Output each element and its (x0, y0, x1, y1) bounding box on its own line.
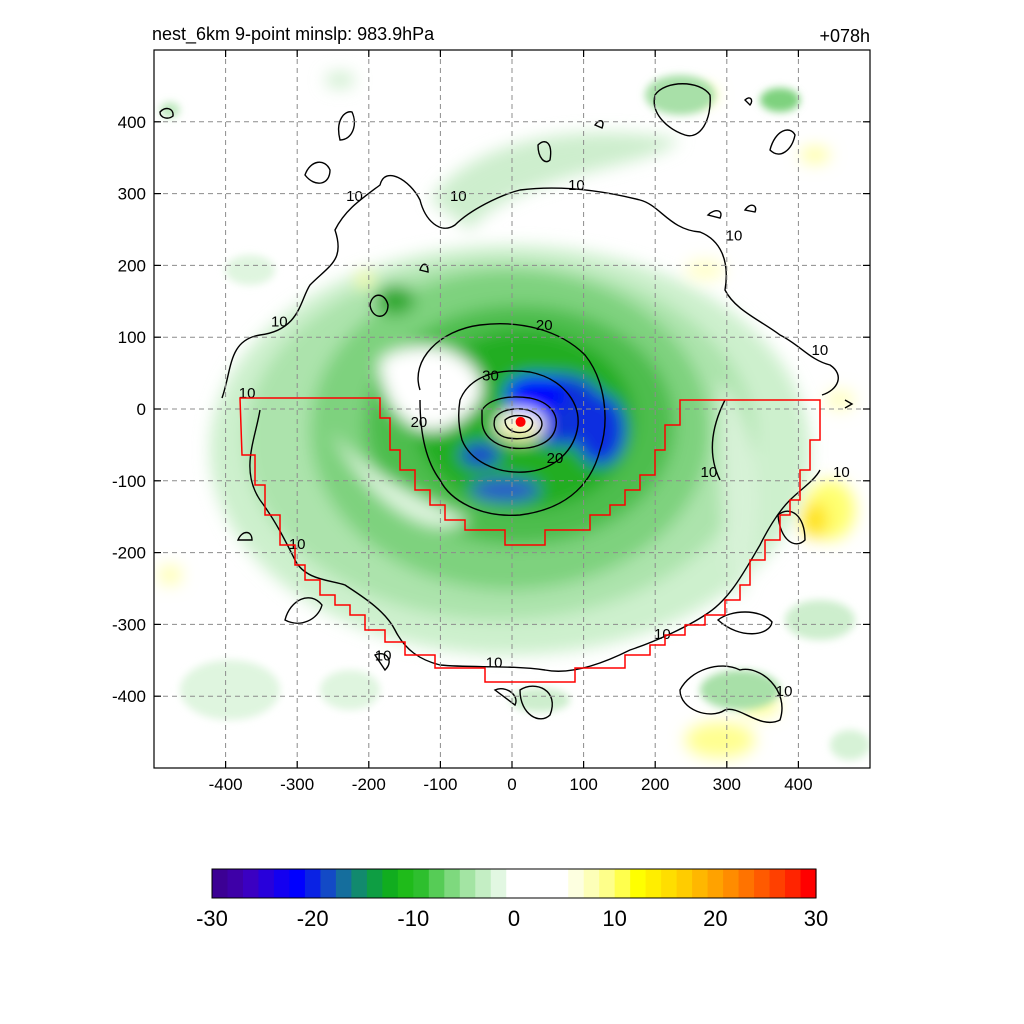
colorbar-swatch (366, 869, 383, 898)
colorbar-swatch (552, 869, 569, 898)
contour-label: 10 (776, 683, 793, 700)
contour-label: 20 (536, 317, 553, 334)
colorbar-swatch (754, 869, 771, 898)
colorbar-swatch (630, 869, 647, 898)
colorbar-swatch (242, 869, 260, 898)
colorbar-swatch (428, 869, 445, 898)
colorbar-tick-label: 0 (508, 906, 520, 931)
colorbar-swatch (785, 869, 802, 898)
colorbar-swatch (661, 869, 678, 898)
colorbar-swatch (537, 869, 554, 898)
colorbar-tick-label: 30 (804, 906, 828, 931)
x-tick-label: 0 (507, 775, 516, 794)
colorbar-swatch (676, 869, 693, 898)
x-tick-label: -100 (423, 775, 457, 794)
contour-label: 20 (411, 414, 428, 431)
contour-label: 30 (482, 367, 499, 384)
y-tick-label: 100 (118, 328, 146, 347)
colorbar-tick-label: 20 (703, 906, 727, 931)
colorbar-swatch (738, 869, 755, 898)
domain-outline (239, 397, 821, 683)
plot-area: 10 10 10 10 10 10 10 10 10 10 10 10 10 10 20 20 20 30 (154, 50, 870, 768)
storm-center-marker (515, 416, 526, 427)
colorbar-swatch (769, 869, 786, 898)
colorbar-swatch (382, 869, 399, 898)
shaded-field-green-outer (160, 75, 870, 760)
contour-label: 10 (375, 647, 392, 664)
colorbar-swatch (444, 869, 461, 898)
colorbar-swatch (506, 869, 523, 898)
forecast-hour-label: +078h (819, 26, 870, 46)
chart-title: nest_6km 9-point minslp: 983.9hPa (152, 24, 435, 45)
colorbar-swatch (490, 869, 507, 898)
contour-label: 10 (486, 654, 503, 671)
colorbar-tick-label: -10 (397, 906, 429, 931)
colorbar-swatch (397, 869, 414, 898)
x-tick-label: 200 (641, 775, 669, 794)
colorbar: -30 -20 -10 0 10 20 30 (196, 868, 828, 931)
colorbar-swatch (645, 869, 662, 898)
y-tick-label: 0 (137, 400, 146, 419)
contour-label: 10 (271, 313, 288, 330)
colorbar-swatch (723, 869, 740, 898)
colorbar-tick-label: 10 (602, 906, 626, 931)
colorbar-swatch (258, 869, 275, 898)
colorbar-swatch (800, 869, 817, 898)
y-tick-label: 400 (118, 113, 146, 132)
contour-labels: 10 10 10 10 10 10 10 10 10 10 10 10 10 10 20 20 20 30 (239, 177, 850, 700)
y-tick-label: -300 (112, 615, 146, 634)
gridlines (154, 50, 870, 768)
colorbar-swatch (614, 869, 631, 898)
colorbar-swatch (707, 869, 724, 898)
contour-label: 10 (833, 464, 850, 481)
colorbar-swatch (583, 869, 600, 898)
x-tick-label: -200 (352, 775, 386, 794)
y-tick-label: 300 (118, 185, 146, 204)
x-tick-label: -300 (280, 775, 314, 794)
colorbar-tick-label: -20 (297, 906, 329, 931)
x-tick-label: 100 (569, 775, 597, 794)
x-tick-label: 400 (784, 775, 812, 794)
contour-label: 10 (450, 188, 467, 205)
y-tick-label: -200 (112, 544, 146, 563)
contour-label: 10 (654, 626, 671, 643)
x-tick-label: -400 (209, 775, 243, 794)
contour-label: 10 (346, 188, 363, 205)
colorbar-swatch (212, 869, 229, 898)
colorbar-swatch (475, 869, 492, 898)
colorbar-swatch (273, 869, 291, 898)
colorbar-swatch (289, 869, 306, 898)
contour-label: 10 (239, 385, 256, 402)
x-tick-label: 300 (713, 775, 741, 794)
contour-label: 20 (547, 450, 564, 467)
contour-label: 10 (568, 177, 585, 194)
colorbar-swatch (227, 869, 244, 898)
y-tick-label: -100 (112, 472, 146, 491)
colorbar-swatch (692, 869, 709, 898)
colorbar-tick-label: -30 (196, 906, 228, 931)
colorbar-swatch (320, 869, 337, 898)
y-tick-label: -400 (112, 687, 146, 706)
axes: -400 -300 -200 -100 0 100 200 300 40040030020010… (112, 50, 870, 794)
contour-label: 10 (726, 227, 743, 244)
contour-label: 10 (289, 536, 306, 553)
y-tick-label: 200 (118, 256, 146, 275)
contour-label: 10 (701, 464, 718, 481)
contour-label: 10 (812, 342, 829, 359)
colorbar-swatch (413, 869, 430, 898)
colorbar-swatch (351, 869, 368, 898)
colorbar-swatch (599, 869, 616, 898)
colorbar-swatch (459, 869, 476, 898)
colorbar-swatch (568, 869, 585, 898)
colorbar-swatch (521, 869, 538, 898)
colorbar-swatch (304, 869, 322, 898)
colorbar-swatch (335, 869, 352, 898)
colorbar-frame (211, 868, 817, 899)
